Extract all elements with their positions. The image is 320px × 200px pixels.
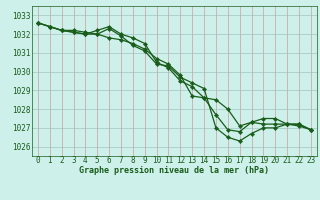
X-axis label: Graphe pression niveau de la mer (hPa): Graphe pression niveau de la mer (hPa) — [79, 166, 269, 175]
